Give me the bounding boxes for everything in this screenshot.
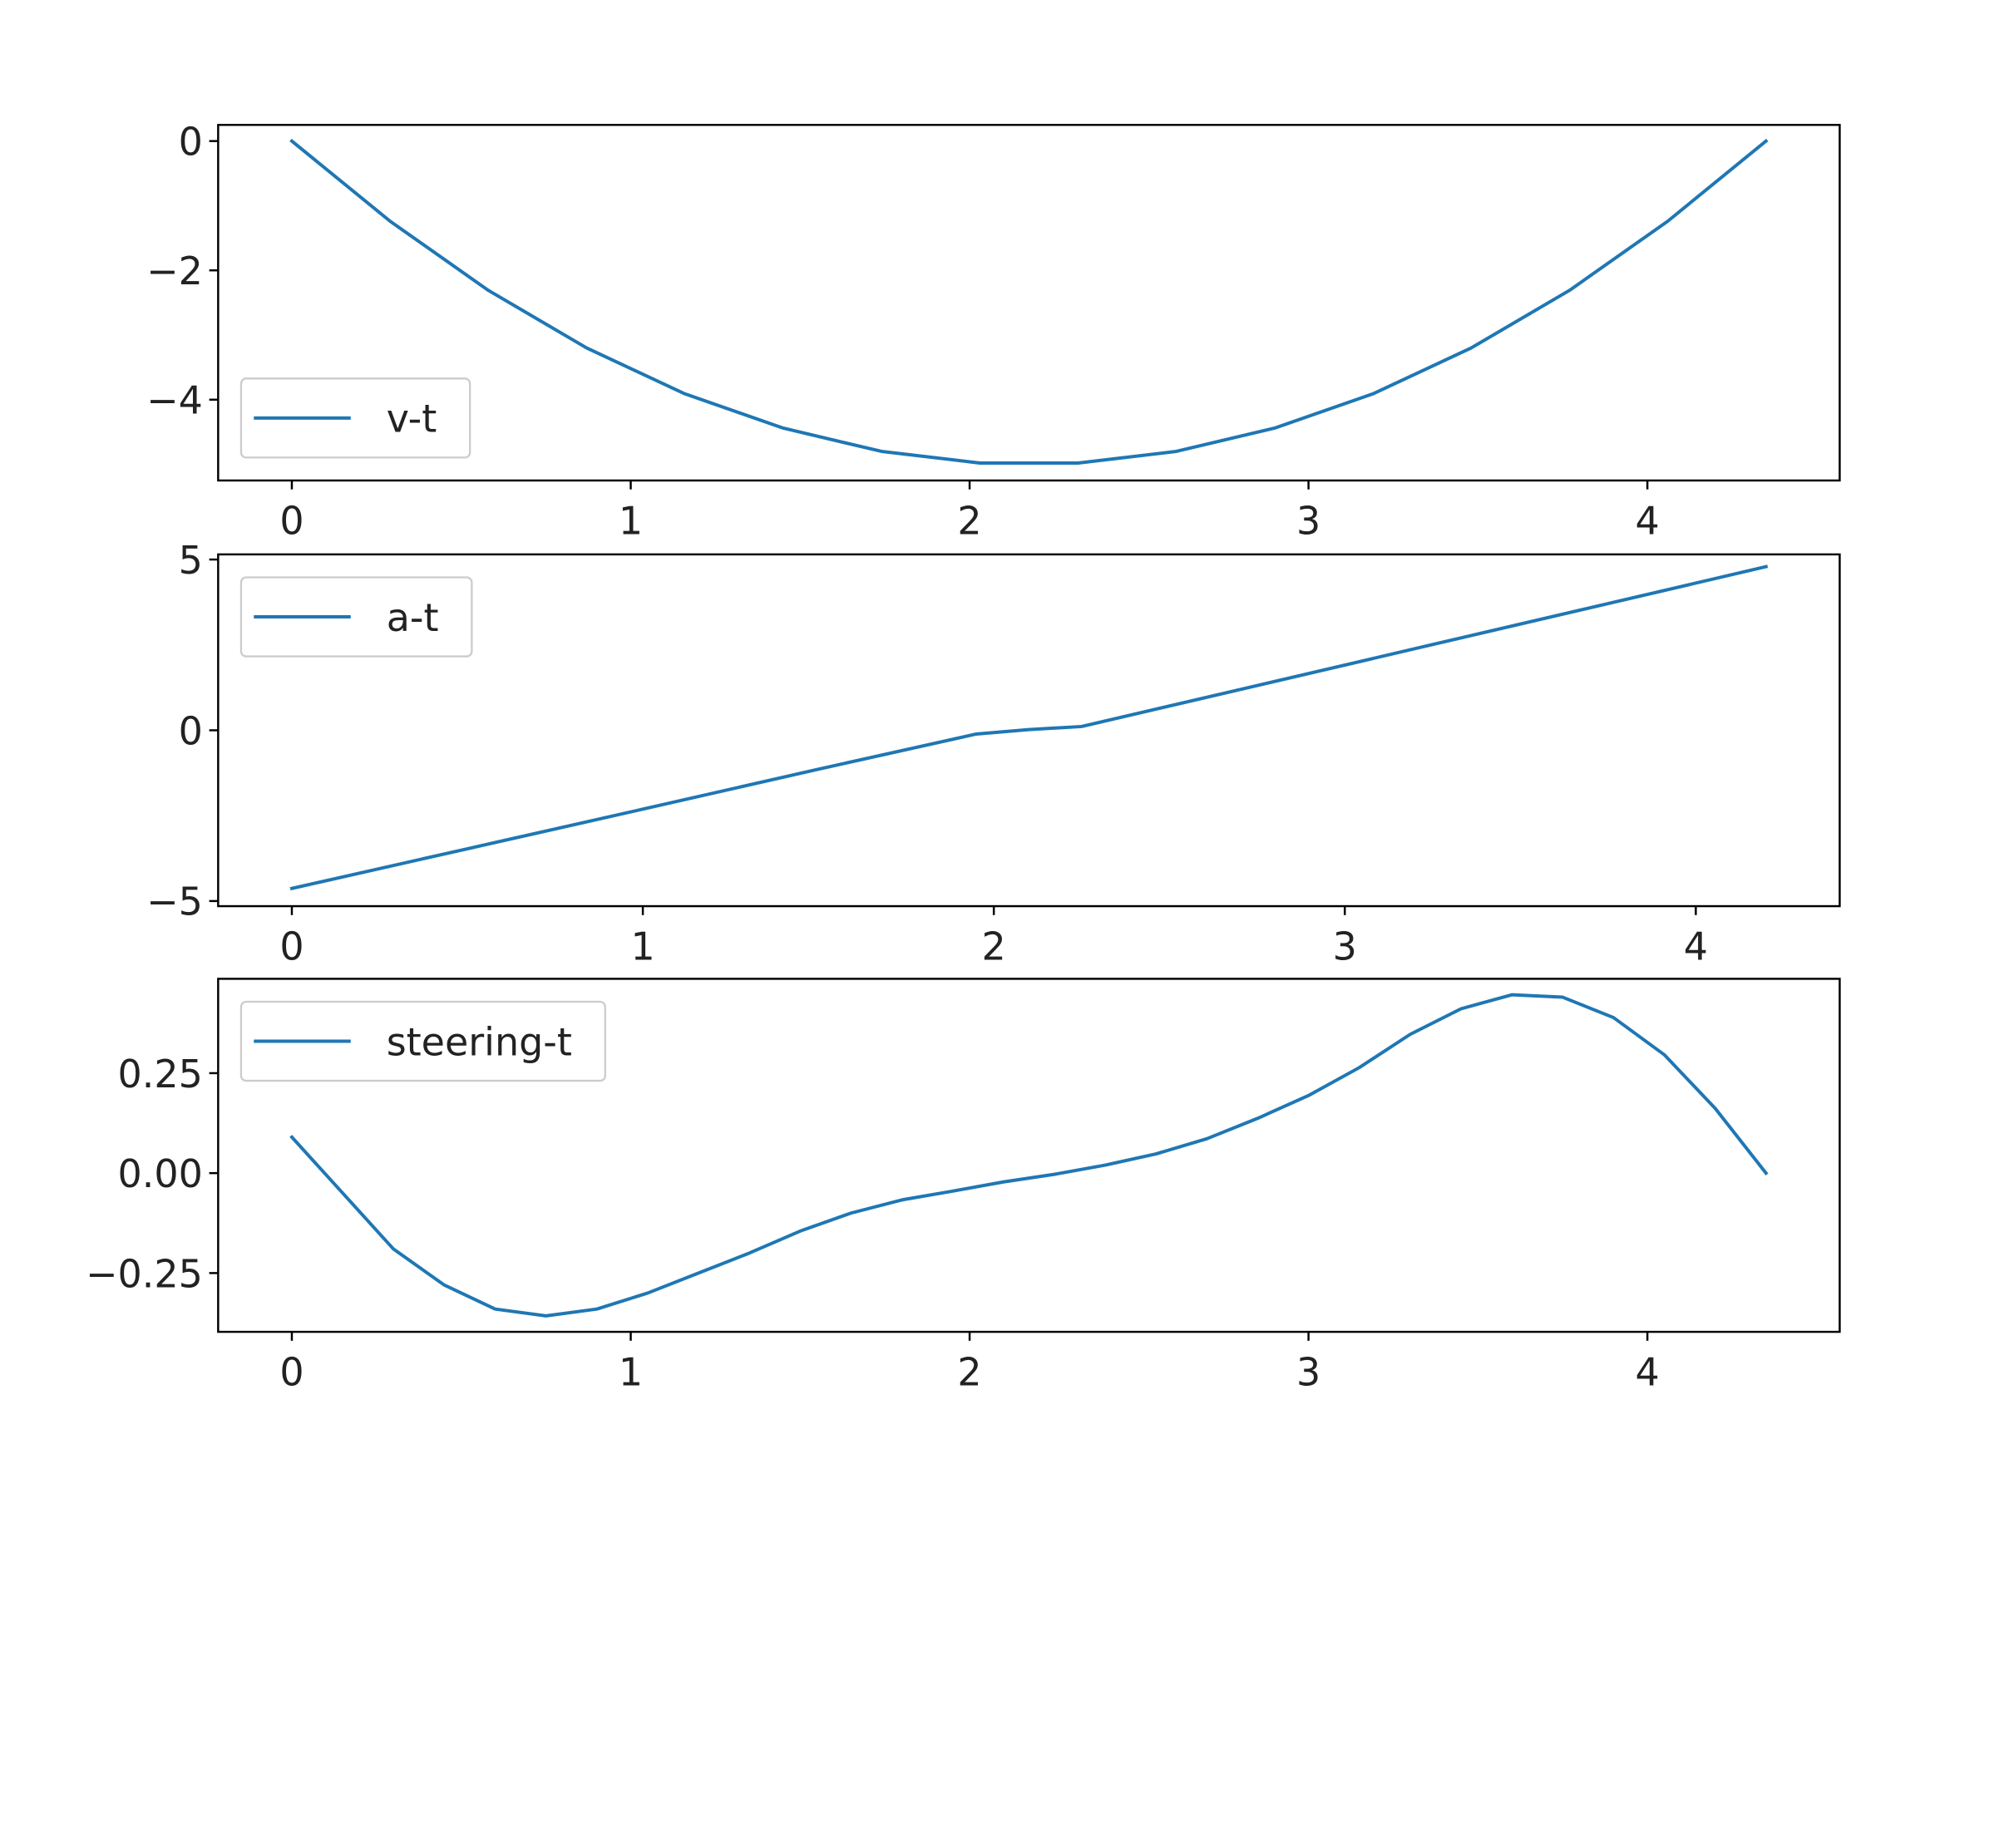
x-tick-label: 0 (279, 1349, 304, 1394)
data-line (289, 993, 1769, 1318)
y-tick-label: 0 (179, 708, 203, 753)
legend-label: a-t (387, 595, 439, 640)
legend: v-t (239, 377, 471, 459)
legend-label: steering-t (387, 1019, 572, 1064)
x-tick-label: 2 (957, 1349, 981, 1394)
y-tick-label: 0.25 (118, 1052, 203, 1096)
x-tick-label: 3 (1333, 924, 1357, 968)
axes-frame (217, 978, 1841, 1333)
x-tick-label: 0 (279, 924, 304, 968)
subplot: 0 1 2 3 4 −5 0 5 a-t (146, 538, 1841, 968)
y-tick-label: −5 (146, 880, 203, 924)
x-tick-label: 4 (1684, 924, 1708, 968)
axes-frame (217, 124, 1841, 482)
y-tick-label: 0 (179, 120, 203, 165)
y-tick-label: −2 (146, 249, 203, 293)
x-tick-label: 4 (1636, 1349, 1660, 1394)
data-line (289, 138, 1769, 465)
x-tick-label: 0 (279, 498, 304, 543)
legend-box (239, 576, 473, 658)
x-tick-label: 1 (619, 1349, 643, 1394)
legend-box (239, 1000, 606, 1082)
legend: a-t (239, 576, 473, 658)
data-line (289, 564, 1769, 891)
y-tick-label: 5 (179, 538, 203, 583)
legend: steering-t (239, 1000, 606, 1082)
x-tick-label: 3 (1296, 498, 1320, 543)
y-tick-label: −0.25 (86, 1251, 203, 1296)
y-tick-label: 0.00 (118, 1151, 203, 1196)
y-tick-label: −4 (146, 378, 203, 423)
x-tick-label: 1 (630, 924, 654, 968)
x-tick-label: 1 (619, 498, 643, 543)
subplot: 0 1 2 3 4 −4 −2 0 v-t (146, 120, 1841, 543)
subplot: 0 1 2 3 4 −0.25 0.00 0.25 steering-t (86, 978, 1841, 1394)
x-tick-label: 3 (1296, 1349, 1320, 1394)
x-tick-label: 2 (982, 924, 1006, 968)
legend-label: v-t (387, 397, 437, 441)
legend-box (239, 377, 471, 459)
x-tick-label: 2 (957, 498, 981, 543)
x-tick-label: 4 (1636, 498, 1660, 543)
